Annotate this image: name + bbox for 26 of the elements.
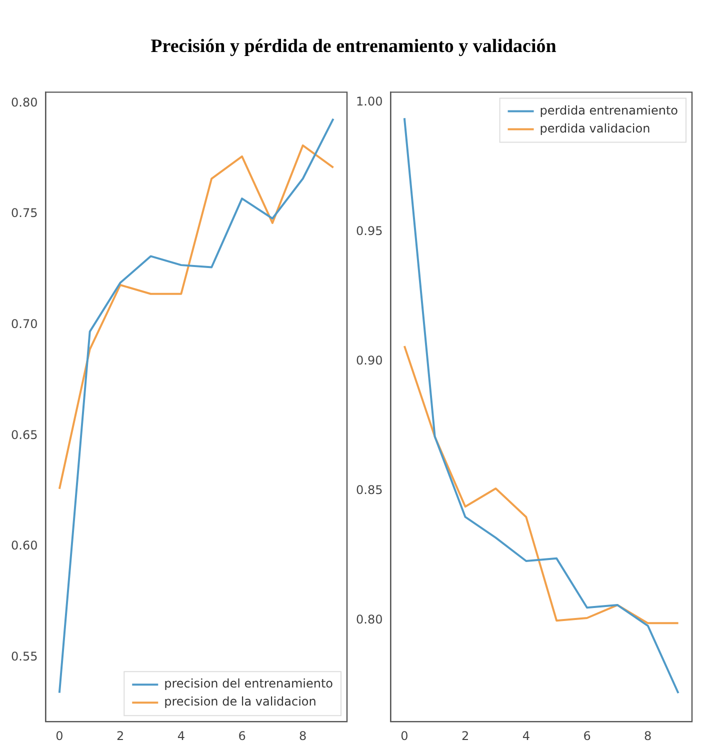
x-tick-label: 6 <box>583 728 591 743</box>
y-tick-label: 0.60 <box>11 538 38 553</box>
x-tick-label: 8 <box>644 728 652 743</box>
y-tick-label: 0.90 <box>356 354 383 368</box>
y-tick-label: 0.65 <box>11 428 38 442</box>
y-tick-label: 1.00 <box>356 94 383 109</box>
x-tick-label: 6 <box>238 728 246 743</box>
y-tick-label: 0.80 <box>356 612 383 627</box>
y-tick-label: 0.75 <box>11 206 38 220</box>
x-tick-label: 4 <box>522 728 530 743</box>
y-tick-label: 0.85 <box>356 483 383 498</box>
y-tick-label: 0.95 <box>356 224 383 238</box>
y-tick-label: 0.55 <box>11 649 38 664</box>
x-tick-label: 0 <box>400 728 408 743</box>
legend-label: perdida entrenamiento <box>540 103 678 118</box>
legend-label: precision del entrenamiento <box>164 676 334 691</box>
x-tick-label: 2 <box>116 728 124 743</box>
x-tick-label: 2 <box>461 728 470 743</box>
x-tick-label: 8 <box>299 728 307 743</box>
legend-label: perdida validacion <box>540 121 650 136</box>
y-tick-label: 0.70 <box>11 317 38 332</box>
legend-label: precision de la validacion <box>164 694 316 709</box>
x-tick-label: 4 <box>177 728 185 743</box>
y-tick-label: 0.80 <box>11 95 38 110</box>
x-tick-label: 0 <box>56 728 64 743</box>
chart-title: Precisión y pérdida de entrenamiento y validación <box>150 35 558 59</box>
